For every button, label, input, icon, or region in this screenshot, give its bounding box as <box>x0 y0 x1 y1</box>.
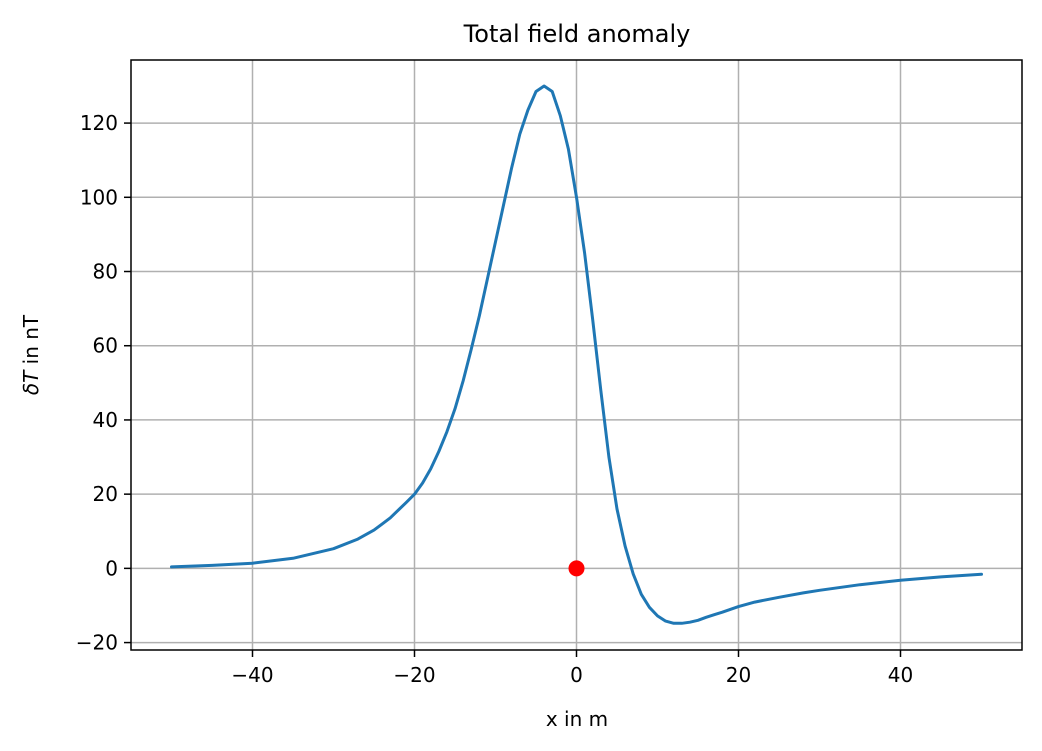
chart-title: Total field anomaly <box>463 20 691 48</box>
y-tick-label: 100 <box>80 185 118 209</box>
y-tick-label: 120 <box>80 111 118 135</box>
x-tick-label: −40 <box>231 663 273 687</box>
plot-area <box>170 84 983 625</box>
y-tick-label: 0 <box>105 556 118 580</box>
y-tick-label: 20 <box>93 482 118 506</box>
y-axis-title-var: T <box>19 369 43 383</box>
y-tick-label: 60 <box>93 334 118 358</box>
x-tick-label: 20 <box>726 663 751 687</box>
y-tick-label: 40 <box>93 408 118 432</box>
anomaly-line <box>170 84 983 625</box>
x-tick-label: 0 <box>570 663 583 687</box>
grid <box>131 60 1022 650</box>
y-axis-title-suffix: in nT <box>19 314 43 371</box>
x-tick-label: −20 <box>393 663 435 687</box>
y-axis-title-prefix: δ <box>19 383 43 395</box>
y-tick-label: 80 <box>93 260 118 284</box>
x-tick-label: 40 <box>888 663 913 687</box>
y-tick-label: −20 <box>76 631 118 655</box>
ticks: −40 −20 0 20 40 −20 0 20 40 60 80 100 120 <box>76 111 913 687</box>
source-marker <box>568 560 585 577</box>
x-axis-title: x in m <box>546 707 608 731</box>
y-axis-title: δT in nT <box>19 314 43 395</box>
